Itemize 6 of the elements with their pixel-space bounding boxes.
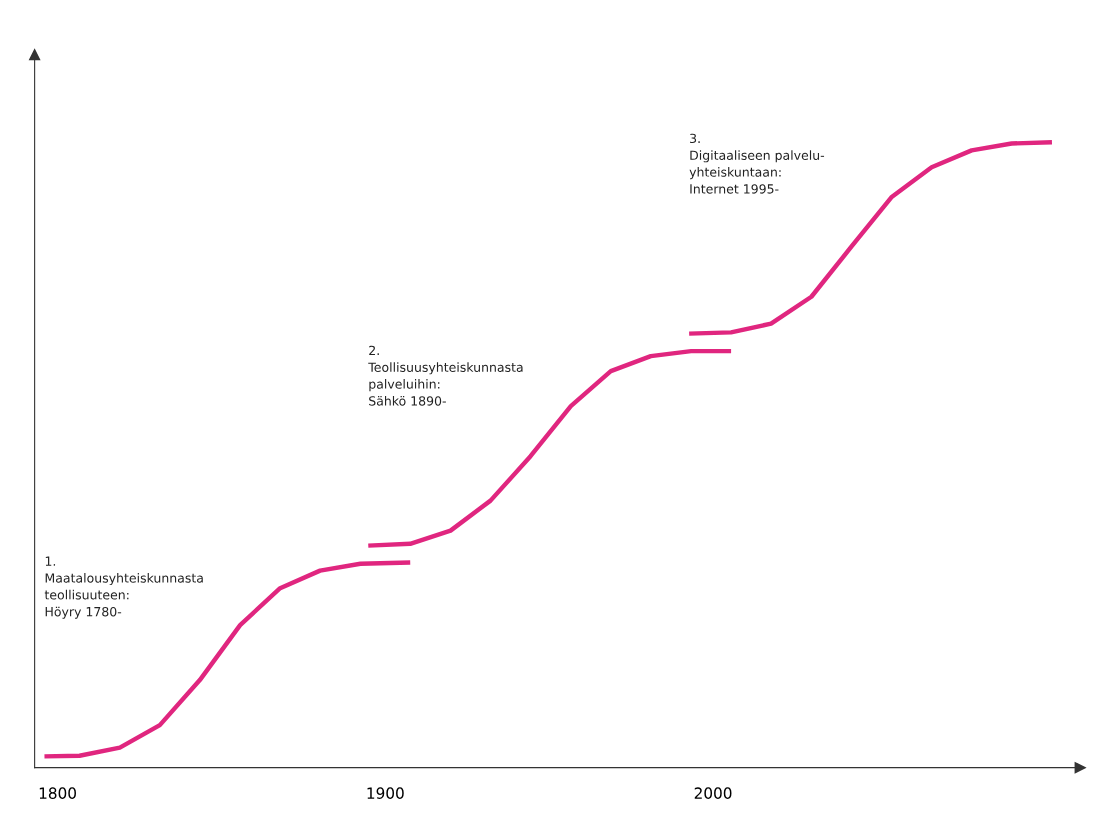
x-tick-label: 1900 — [367, 787, 404, 799]
annotation: 1. Maatalousyhteiskunnasta teollisuuteen: Höyry 1780- — [44, 556, 203, 619]
x-tick-label: 1800 — [39, 787, 76, 799]
annotation: 2. Teollisuusyhteiskunnasta palveluihin: Sähkö 1890- — [368, 345, 523, 406]
x-tick-label: 2000 — [694, 787, 732, 799]
annotation: 3. Digitaaliseen palvelu- yhteiskuntaan: Internet 1995- — [689, 133, 825, 194]
